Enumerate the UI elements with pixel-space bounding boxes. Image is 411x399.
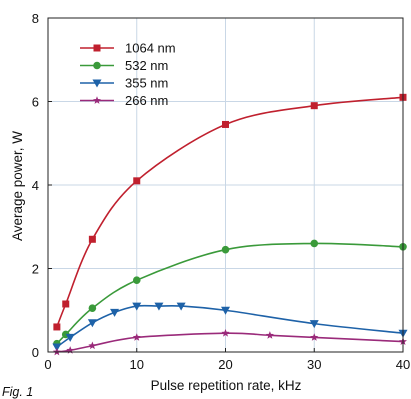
axes: 0 10 20 30 40 0 2 4 6 8 <box>32 11 410 372</box>
data-point-532-nm <box>310 239 319 248</box>
legend-label-266-nm: 266 nm <box>125 93 168 108</box>
series-532-nm <box>53 239 407 348</box>
data-point-355-nm <box>52 343 62 352</box>
y-tick-label: 4 <box>32 178 39 193</box>
data-point-355-nm <box>87 319 97 328</box>
y-tick-label: 8 <box>32 11 39 26</box>
data-point-532-nm <box>221 245 230 254</box>
data-point-266-nm <box>221 329 230 337</box>
data-point-355-nm <box>132 302 142 311</box>
data-point-355-nm <box>65 333 75 342</box>
data-point-266-nm <box>132 333 141 341</box>
y-tick-label: 2 <box>32 262 39 277</box>
x-tick-label: 0 <box>44 357 51 372</box>
data-point-1064-nm <box>222 120 229 128</box>
legend-entry-1064-nm: 1064 nm <box>80 41 176 56</box>
data-point-266-nm <box>66 346 75 354</box>
series-line-1064-nm <box>56 96 404 328</box>
x-tick-label: 10 <box>130 357 144 372</box>
legend-label-1064-nm: 1064 nm <box>125 41 176 56</box>
series-266-nm <box>52 329 407 356</box>
figure-label: Fig. 1 <box>2 385 33 399</box>
series-line-355-nm <box>56 304 404 348</box>
legend-marker-532-nm <box>93 61 101 70</box>
series-355-nm <box>52 302 408 352</box>
y-tick-label: 0 <box>32 345 39 360</box>
legend-marker-355-nm <box>92 79 102 88</box>
legend-marker-266-nm <box>93 96 101 104</box>
series-1064-nm <box>53 93 407 331</box>
legend-label-355-nm: 355 nm <box>125 76 168 91</box>
grid <box>48 18 403 352</box>
data-point-1064-nm <box>310 102 318 110</box>
legend-entry-532-nm: 532 nm <box>80 58 168 73</box>
legend-marker-1064-nm <box>93 44 101 52</box>
data-point-355-nm <box>154 302 164 311</box>
x-tick-label: 40 <box>396 357 410 372</box>
x-tick-label: 20 <box>218 357 232 372</box>
legend: 1064 nm 532 nm 355 nm 266 nm <box>80 41 176 108</box>
y-axis-label: Average power, W <box>10 131 25 241</box>
legend-entry-355-nm: 355 nm <box>80 76 168 91</box>
x-tick-label: 30 <box>307 357 321 372</box>
data-point-1064-nm <box>133 177 141 185</box>
data-point-355-nm <box>110 308 120 317</box>
data-point-1064-nm <box>62 300 70 308</box>
y-tick-label: 6 <box>32 95 39 110</box>
data-point-266-nm <box>265 331 274 339</box>
legend-entry-266-nm: 266 nm <box>80 93 168 108</box>
x-axis-label: Pulse repetition rate, kHz <box>151 378 302 393</box>
data-point-266-nm <box>88 341 97 350</box>
data-point-355-nm <box>309 320 319 329</box>
data-point-1064-nm <box>88 235 96 243</box>
series-group <box>52 93 408 356</box>
legend-label-532-nm: 532 nm <box>125 58 168 73</box>
series-line-266-nm <box>56 332 404 353</box>
data-point-266-nm <box>310 333 319 341</box>
data-point-1064-nm <box>53 323 61 331</box>
data-point-532-nm <box>132 276 141 284</box>
data-point-355-nm <box>221 306 230 315</box>
data-point-355-nm <box>176 302 186 311</box>
data-point-532-nm <box>88 304 97 312</box>
